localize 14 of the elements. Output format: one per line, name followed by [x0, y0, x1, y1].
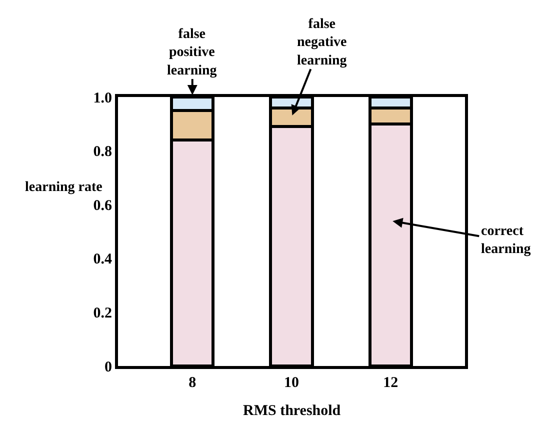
x-axis-title: RMS threshold	[243, 403, 342, 419]
x-tick-label: 10	[284, 375, 299, 391]
x-tick-label: 12	[383, 375, 398, 391]
y-tick-label: 0.4	[93, 252, 112, 268]
y-axis-title: learning rate	[25, 180, 102, 195]
y-tick-label: 0.8	[93, 144, 112, 160]
y-tick-label: 1.0	[93, 90, 112, 106]
text: false negative learning	[297, 17, 347, 68]
y-tick-label: 0.6	[93, 198, 112, 214]
text: correct learning	[481, 224, 531, 258]
x-tick-label: 8	[188, 375, 196, 391]
series-label: false positive learning	[167, 27, 217, 78]
y-tick-label: 0.2	[93, 305, 112, 322]
y-tick-label: 0	[104, 359, 112, 376]
